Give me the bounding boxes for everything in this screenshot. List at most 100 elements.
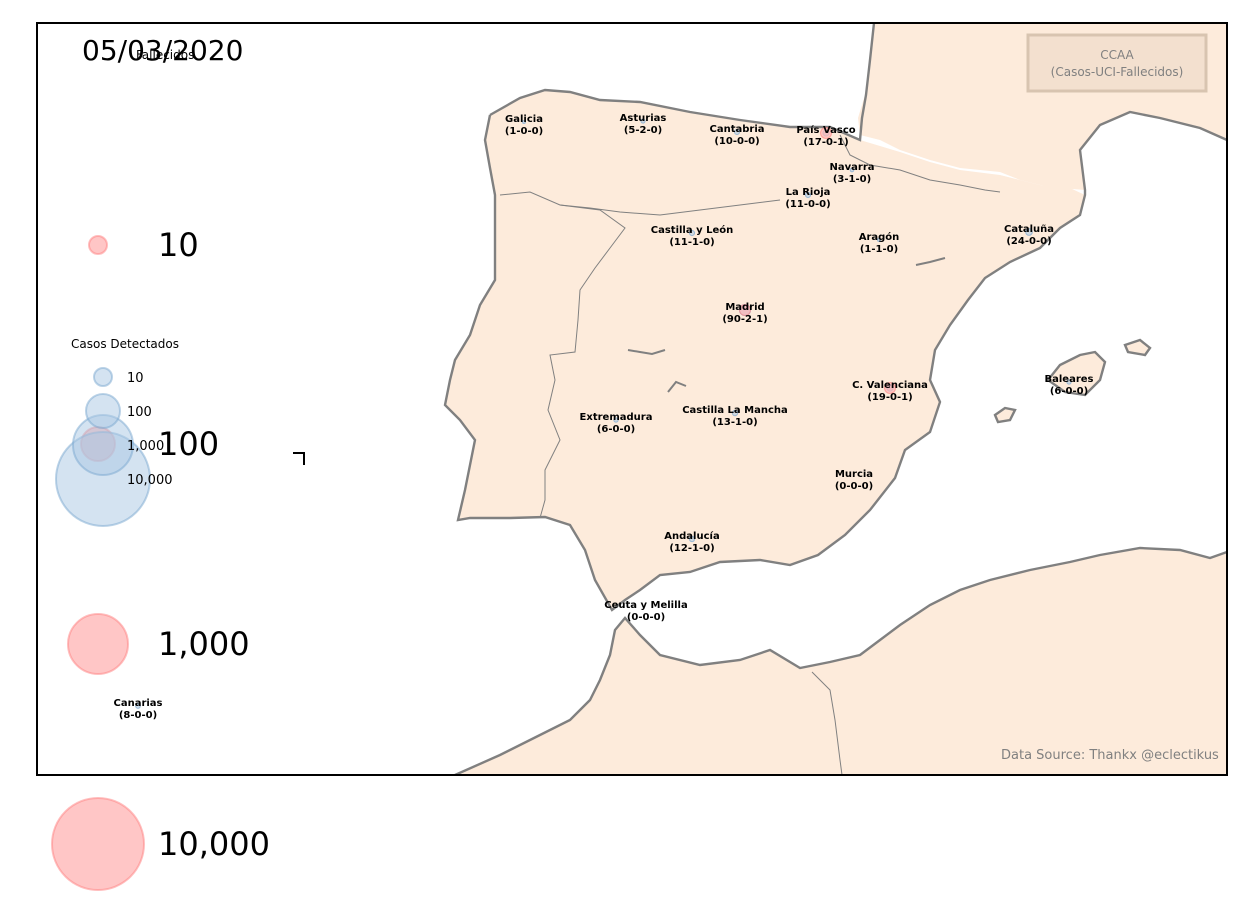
- cases-marker-castilla-la-mancha: [731, 409, 739, 417]
- border-morocco-algeria: [811, 671, 843, 775]
- region-stats-cataluna: (24-0-0): [1006, 236, 1051, 247]
- cases-marker-baleares: [1066, 379, 1072, 385]
- region-asturias: Asturias(5-2-0): [620, 113, 667, 136]
- cases-marker-aragon: [877, 238, 881, 242]
- cases-marker-asturias: [640, 118, 646, 124]
- land-mallorca: [1048, 352, 1105, 395]
- region-stats-cantabria: (10-0-0): [714, 136, 759, 147]
- cases-legend: 10 100 1,000 10,000: [55, 367, 173, 527]
- cases-marker-andalucia: [688, 535, 696, 543]
- map-frame: [36, 22, 1228, 776]
- cases-legend-title: Casos Detectados: [71, 337, 179, 351]
- region-name-cantabria: Cantabria: [710, 124, 765, 135]
- region-stats-la-rioja: (11-0-0): [785, 199, 830, 210]
- cases-marker-la-rioja: [804, 191, 812, 199]
- region-name-castilla-la-mancha: Castilla La Mancha: [682, 405, 788, 416]
- region-name-pais-vasco: País Vasco: [796, 124, 855, 136]
- deaths-legend-marker: [51, 797, 145, 891]
- region-name-canarias: Canarias: [113, 698, 162, 709]
- cases-legend-marker: [85, 393, 121, 429]
- region-c-valenciana: C. Valenciana(19-0-1): [852, 380, 928, 403]
- land-iberia: [445, 90, 1085, 610]
- region-pais-vasco: País Vasco(17-0-1): [796, 124, 855, 148]
- land-layer: [445, 23, 1227, 775]
- deaths-marker-madrid: [739, 304, 751, 316]
- cases-marker-canarias: [135, 703, 141, 709]
- region-name-ceuta-y-melilla: Ceuta y Melilla: [604, 600, 687, 611]
- cases-marker-cantabria: [733, 128, 741, 136]
- region-name-madrid: Madrid: [725, 302, 764, 313]
- region-madrid: Madrid(90-2-1): [722, 302, 767, 325]
- deaths-legend-label: 10,000: [158, 825, 270, 863]
- region-name-navarra: Navarra: [830, 162, 875, 173]
- region-stats-murcia: (0-0-0): [835, 481, 873, 492]
- cases-legend-label: 100: [127, 405, 152, 420]
- region-murcia: Murcia(0-0-0): [835, 469, 873, 492]
- region-name-andalucia: Andalucía: [664, 530, 719, 542]
- region-andalucia: Andalucía(12-1-0): [664, 530, 719, 554]
- deaths-legend-marker: [88, 235, 108, 255]
- region-name-murcia: Murcia: [835, 469, 873, 480]
- region-ceuta-y-melilla: Ceuta y Melilla(0-0-0): [604, 600, 687, 623]
- region-canarias: Canarias(8-0-0): [113, 698, 162, 721]
- region-galicia: Galicia(1-0-0): [505, 114, 543, 137]
- region-cantabria: Cantabria(10-0-0): [710, 124, 765, 147]
- deaths-legend-label: 100: [158, 425, 219, 463]
- region-name-castilla-y-leon: Castilla y León: [651, 224, 733, 236]
- cases-marker-extremadura: [613, 417, 619, 423]
- region-name-baleares: Baleares: [1045, 374, 1094, 385]
- cases-marker-galicia: [522, 120, 526, 124]
- region-castilla-y-leon: Castilla y León(11-1-0): [651, 224, 733, 248]
- cases-legend-label: 1,000: [127, 439, 164, 454]
- land-north-africa: [455, 548, 1227, 775]
- region-name-galicia: Galicia: [505, 114, 543, 125]
- data-source: Data Source: Thankx @eclectikus: [1001, 748, 1219, 763]
- region-cataluna: Cataluña(24-0-0): [1004, 224, 1054, 247]
- cases-legend-marker: [93, 367, 113, 387]
- region-name-asturias: Asturias: [620, 113, 667, 124]
- deaths-marker-c-valenciana: [884, 382, 896, 394]
- legend-box-title: CCAA: [1100, 48, 1134, 62]
- region-borders: [499, 134, 1001, 775]
- region-stats-baleares: (6-0-0): [1050, 386, 1088, 397]
- region-navarra: Navarra(3-1-0): [830, 162, 875, 185]
- cases-marker-castilla-y-leon: [688, 229, 696, 237]
- region-stats-castilla-y-leon: (11-1-0): [669, 237, 714, 248]
- deaths-legend-label: 10: [158, 226, 199, 264]
- region-aragon: Aragón(1-1-0): [859, 231, 900, 255]
- date-label: 05/03/2020: [82, 34, 243, 67]
- region-stats-castilla-la-mancha: (13-1-0): [712, 417, 757, 428]
- deaths-marker-pais-vasco: [820, 127, 832, 139]
- region-castilla-la-mancha: Castilla La Mancha(13-1-0): [682, 405, 788, 428]
- region-stats-madrid: (90-2-1): [722, 314, 767, 325]
- cases-legend-label: 10: [127, 371, 144, 386]
- legend-box-frame: [1026, 33, 1208, 93]
- region-stats-navarra: (3-1-0): [833, 174, 871, 185]
- cases-marker-cataluna: [1025, 228, 1033, 236]
- legend-box: CCAA (Casos-UCI-Fallecidos): [1026, 33, 1208, 93]
- region-stats-ceuta-y-melilla: (0-0-0): [627, 612, 665, 623]
- region-name-cataluna: Cataluña: [1004, 224, 1054, 235]
- region-name-c-valenciana: C. Valenciana: [852, 380, 928, 391]
- region-name-aragon: Aragón: [859, 231, 900, 243]
- cases-marker-navarra: [849, 167, 855, 173]
- region-name-extremadura: Extremadura: [580, 412, 653, 423]
- legend-box-subtitle: (Casos-UCI-Fallecidos): [1051, 65, 1184, 79]
- deaths-legend-marker: [67, 613, 129, 675]
- border-france-spain: [839, 134, 1001, 193]
- coastlines: [443, 23, 1227, 775]
- region-stats-c-valenciana: (19-0-1): [867, 392, 912, 403]
- region-stats-aragon: (1-1-0): [860, 244, 898, 255]
- region-stats-andalucia: (12-1-0): [669, 543, 714, 554]
- region-stats-pais-vasco: (17-0-1): [803, 137, 848, 148]
- region-stats-canarias: (8-0-0): [119, 710, 157, 721]
- corner-mark: [293, 452, 305, 465]
- regions-layer: Galicia(1-0-0)Asturias(5-2-0) Cantabria(1…: [113, 113, 1093, 721]
- region-extremadura: Extremadura(6-0-0): [580, 412, 653, 435]
- deaths-legend-title: Fallecidos: [136, 48, 194, 62]
- region-stats-extremadura: (6-0-0): [597, 424, 635, 435]
- region-stats-galicia: (1-0-0): [505, 126, 543, 137]
